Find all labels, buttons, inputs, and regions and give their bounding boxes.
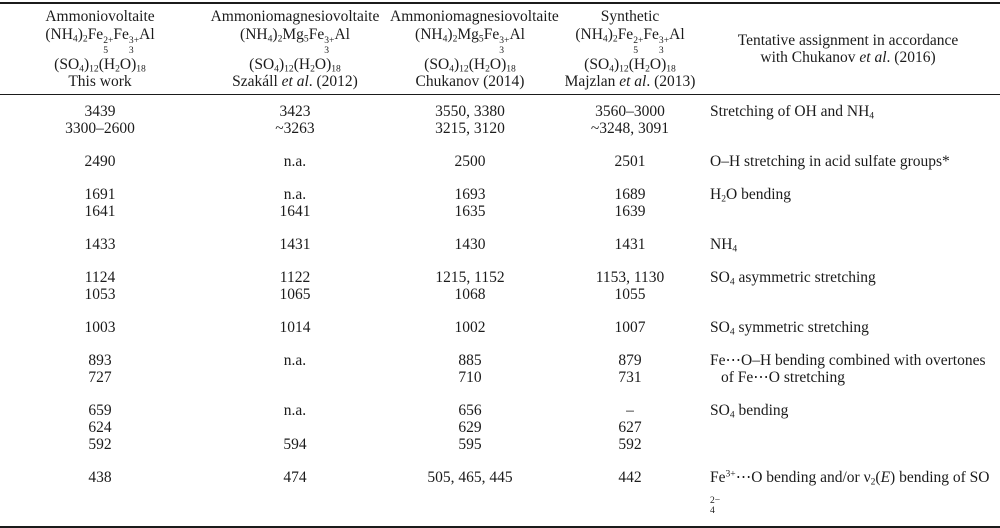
table-row: 1003 1014 1002 1007 SO4 symmetric stretching — [0, 318, 1000, 338]
wavenumber-cell: 442 — [618, 468, 642, 486]
table-row: 624 629 627 — [0, 419, 1000, 436]
table-row: 1691 n.a. 1693 1689 H2O bending — [0, 185, 1000, 205]
wavenumber-cell — [200, 369, 390, 386]
wavenumber-cell: 1153, 1130 — [595, 268, 665, 286]
wavenumber-cell: 1433 — [84, 235, 116, 253]
column-header-chukanov: Ammoniomagnesiovoltaite (NH4)2Mg5Fe 3+ 3 Al(… — [390, 8, 559, 91]
wavenumber-cell: 2500 — [454, 152, 486, 170]
table-row: 3300–2600 ~3263 3215, 3120 ~3248, 3091 — [0, 120, 1000, 137]
wavenumber-cell: 1007 — [614, 318, 646, 336]
wavenumber-cell: n.a. — [283, 185, 307, 203]
wavenumber-cell: 1124 — [84, 268, 116, 286]
wavenumber-cell: 1641 — [279, 202, 311, 220]
wavenumber-cell: 1055 — [614, 285, 646, 303]
wavenumber-cell: 1635 — [454, 202, 486, 220]
table-row: 1641 1641 1635 1639 — [0, 203, 1000, 220]
wavenumber-cell: 1122 — [279, 268, 311, 286]
wavenumber-cell: 1641 — [84, 202, 116, 220]
wavenumber-cell: 885 — [458, 351, 482, 369]
wavenumber-cell — [200, 419, 390, 436]
wavenumber-cell: 2501 — [614, 152, 646, 170]
wavenumber-cell: 592 — [618, 435, 642, 453]
wavenumber-cell: 1431 — [614, 235, 646, 253]
table-row: 2490 n.a. 2500 2501 O–H stretching in acid s… — [0, 153, 1000, 170]
wavenumber-cell: 594 — [283, 435, 307, 453]
table-row: 438 474 505, 465, 445 442 Fe3+⋯O bending and… — [0, 469, 1000, 516]
wavenumber-cell: n.a. — [283, 351, 307, 369]
assignment-cell: H2O bending — [710, 185, 792, 205]
wavenumber-cell: 1003 — [84, 318, 116, 336]
table-row: 659 n.a. 656 – SO4 bending — [0, 401, 1000, 421]
wavenumber-cell: 1691 — [84, 185, 116, 203]
column-header-ammoniovoltaite: Ammoniovoltaite (NH4)2Fe 2+ 5 Fe 3+ 3 Al (SO4)12… — [45, 8, 155, 91]
wavenumber-cell: 727 — [88, 368, 112, 386]
assignment-cell: O–H stretching in acid sulfate groups* — [710, 152, 950, 170]
wavenumber-cell: 1014 — [279, 318, 311, 336]
wavenumber-cell: 438 — [88, 468, 112, 486]
column-header-szakall: Ammoniomagnesiovoltaite (NH4)2Mg5Fe 3+ 3 Al(… — [210, 8, 380, 91]
wavenumber-cell: 629 — [458, 418, 482, 436]
wavenumber-cell: 1053 — [84, 285, 116, 303]
assignment-cell: Fe3+⋯O bending and/or ν2(E) bending of S… — [710, 468, 990, 517]
column-header-assignment: Tentative assignment in accordance with C… — [737, 31, 959, 67]
wavenumber-cell: 3550, 3380 — [435, 102, 505, 120]
table-header: Ammoniovoltaite (NH4)2Fe 2+ 5 Fe 3+ 3 Al (SO4)12… — [0, 4, 1000, 95]
wavenumber-cell: ~3248, 3091 — [590, 119, 670, 137]
wavenumber-cell: 1068 — [454, 285, 486, 303]
wavenumber-cell: 879 — [618, 351, 642, 369]
wavenumber-cell: 505, 465, 445 — [427, 468, 513, 486]
assignment-cell: of Fe⋯O stretching — [721, 368, 845, 386]
assignment-cell — [710, 419, 1000, 436]
assignment-cell: Stretching of OH and NH4 — [710, 102, 875, 122]
table-row: 3439 3423 3550, 3380 3560–3000 Stretching of… — [0, 102, 1000, 122]
wavenumber-cell: 656 — [458, 401, 482, 419]
wavenumber-cell: 1693 — [454, 185, 486, 203]
wavenumber-cell: 592 — [88, 435, 112, 453]
table-row: 1053 1065 1068 1055 — [0, 286, 1000, 303]
assignment-cell — [710, 203, 1000, 220]
wavenumber-cell: – — [626, 401, 634, 419]
wavenumber-cell: 624 — [88, 418, 112, 436]
wavenumber-cell: n.a. — [283, 401, 307, 419]
wavenumber-cell: 1430 — [454, 235, 486, 253]
wavenumber-cell: 1639 — [614, 202, 646, 220]
wavenumber-cell: 3300–2600 — [65, 119, 135, 137]
assignment-cell: Fe⋯O–H bending combined with overtones — [710, 351, 986, 369]
table-row: 1433 1431 1430 1431 NH4 — [0, 235, 1000, 255]
wavenumber-cell: 3423 — [279, 102, 311, 120]
assignment-cell — [710, 286, 1000, 303]
assignment-cell: SO4 bending — [710, 401, 789, 421]
table-row: 1124 1122 1215, 1152 1153, 1130 SO4 asymmetr… — [0, 268, 1000, 288]
wavenumber-cell: n.a. — [283, 152, 307, 170]
wavenumber-cell: 1689 — [614, 185, 646, 203]
wavenumber-cell: 3439 — [84, 102, 116, 120]
wavenumber-cell: 2490 — [84, 152, 116, 170]
column-header-synthetic: Synthetic (NH4)2Fe 2+ 5 Fe 3+ 3 Al (SO4)12(H2O)1… — [564, 8, 696, 91]
table-row: 592 594 595 592 — [0, 436, 1000, 453]
wavenumber-cell: 474 — [283, 468, 307, 486]
wavenumber-cell: 1431 — [279, 235, 311, 253]
wavenumber-cell: 1065 — [279, 285, 311, 303]
table-row: 727 710 731 of Fe⋯O stretching — [0, 369, 1000, 386]
wavenumber-cell: 1215, 1152 — [435, 268, 505, 286]
assignment-cell: SO4 symmetric stretching — [710, 318, 869, 338]
table-body: 3439 3423 3550, 3380 3560–3000 Stretching of… — [0, 95, 1000, 526]
wavenumber-cell: 627 — [618, 418, 642, 436]
wavenumber-cell: ~3263 — [275, 119, 315, 137]
wavenumber-cell: 731 — [618, 368, 642, 386]
wavenumber-cell: 893 — [88, 351, 112, 369]
table-row: 893 n.a. 885 879 Fe⋯O–H bending combined wit… — [0, 352, 1000, 369]
wavenumber-cell: 3215, 3120 — [435, 119, 505, 137]
wavenumber-cell: 659 — [88, 401, 112, 419]
wavenumber-cell: 710 — [458, 368, 482, 386]
wavenumber-cell: 1002 — [454, 318, 486, 336]
assignment-cell: NH4 — [710, 235, 738, 255]
assignment-cell — [710, 120, 1000, 137]
assignment-cell: SO4 asymmetric stretching — [710, 268, 876, 288]
wavenumber-cell: 595 — [458, 435, 482, 453]
wavenumber-cell: 3560–3000 — [595, 102, 665, 120]
assignment-cell — [710, 436, 1000, 453]
